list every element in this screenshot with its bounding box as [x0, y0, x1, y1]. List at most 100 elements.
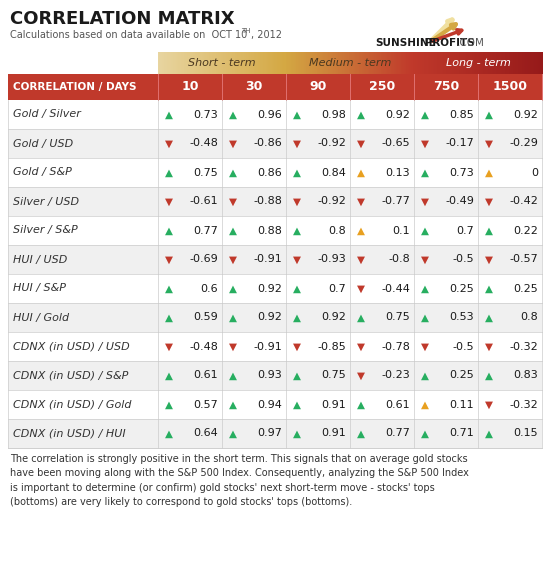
Bar	[249, 52, 251, 74]
Bar	[269, 52, 271, 74]
Text: 0.57: 0.57	[193, 399, 218, 409]
Text: 1500: 1500	[493, 81, 528, 93]
Bar	[284, 52, 287, 74]
Bar	[290, 52, 292, 74]
Bar	[241, 52, 243, 74]
Bar	[180, 52, 181, 74]
Text: ▲: ▲	[357, 226, 365, 236]
Bar	[8, 216, 542, 245]
Bar	[296, 52, 298, 74]
Bar	[376, 52, 378, 74]
Text: ▲: ▲	[293, 283, 301, 293]
Bar	[465, 52, 467, 74]
Bar	[512, 52, 514, 74]
Bar	[317, 52, 319, 74]
Bar	[482, 52, 484, 74]
Text: 0.1: 0.1	[392, 226, 410, 236]
Bar	[318, 52, 320, 74]
Bar	[345, 52, 347, 74]
Text: ▼: ▼	[165, 255, 173, 265]
Text: 0.93: 0.93	[257, 370, 282, 380]
Bar	[377, 52, 379, 74]
Bar	[293, 52, 294, 74]
Bar	[523, 52, 525, 74]
Bar	[200, 52, 202, 74]
Bar	[277, 52, 279, 74]
Bar	[169, 52, 171, 74]
Text: 0.71: 0.71	[449, 429, 474, 439]
Text: 0.92: 0.92	[385, 109, 410, 119]
Bar	[515, 52, 517, 74]
Bar	[477, 52, 479, 74]
Bar	[223, 52, 225, 74]
Text: ▼: ▼	[357, 139, 365, 149]
Bar	[332, 52, 334, 74]
Bar	[320, 52, 323, 74]
Bar	[159, 52, 161, 74]
Bar	[528, 52, 530, 74]
Text: Gold / USD: Gold / USD	[13, 139, 73, 149]
Bar	[474, 52, 476, 74]
Bar	[8, 74, 542, 100]
Bar	[518, 52, 519, 74]
Bar	[236, 52, 238, 74]
Text: ▲: ▲	[229, 399, 237, 409]
Text: -0.49: -0.49	[445, 196, 474, 206]
Text: ▲: ▲	[421, 226, 429, 236]
Text: 90: 90	[310, 81, 326, 93]
Bar	[348, 52, 349, 74]
Bar	[158, 52, 160, 74]
Bar	[361, 52, 364, 74]
Bar	[280, 52, 281, 74]
Text: ▼: ▼	[293, 255, 301, 265]
Bar	[265, 52, 268, 74]
Bar	[501, 52, 503, 74]
Text: ▼: ▼	[165, 196, 173, 206]
Text: ▲: ▲	[421, 370, 429, 380]
Text: 0.77: 0.77	[385, 429, 410, 439]
Bar	[161, 52, 162, 74]
Text: 0.53: 0.53	[450, 312, 474, 322]
Bar	[452, 52, 455, 74]
Text: 0.6: 0.6	[201, 283, 218, 293]
Bar	[302, 52, 305, 74]
Bar	[438, 52, 440, 74]
Bar	[390, 52, 391, 74]
Bar	[263, 52, 265, 74]
Bar	[467, 52, 468, 74]
Text: The correlation is strongly positive in the short term. This signals that on ave: The correlation is strongly positive in …	[10, 454, 469, 507]
Bar	[395, 52, 397, 74]
Text: ▲: ▲	[357, 399, 365, 409]
Bar	[350, 52, 352, 74]
Bar	[408, 52, 409, 74]
Text: 0: 0	[531, 168, 538, 178]
Bar	[278, 52, 280, 74]
Bar	[404, 52, 405, 74]
Bar	[198, 52, 199, 74]
Bar	[459, 52, 461, 74]
Bar	[349, 52, 350, 74]
Text: ▲: ▲	[485, 312, 493, 322]
Bar	[301, 52, 303, 74]
Text: -0.8: -0.8	[388, 255, 410, 265]
Text: ▲: ▲	[421, 283, 429, 293]
Text: 0.83: 0.83	[513, 370, 538, 380]
Bar	[291, 52, 293, 74]
Text: 0.96: 0.96	[257, 109, 282, 119]
Bar	[360, 52, 362, 74]
Text: Silver / S&P: Silver / S&P	[13, 226, 78, 236]
Text: ▼: ▼	[485, 342, 493, 352]
Bar	[424, 52, 426, 74]
Text: -0.86: -0.86	[253, 139, 282, 149]
Text: 0.92: 0.92	[257, 312, 282, 322]
Bar	[489, 52, 492, 74]
Bar	[222, 52, 224, 74]
Bar	[176, 52, 178, 74]
Bar	[253, 52, 255, 74]
Text: ▲: ▲	[485, 226, 493, 236]
Bar	[413, 52, 415, 74]
Text: ▼: ▼	[229, 139, 237, 149]
Bar	[475, 52, 477, 74]
Bar	[353, 52, 354, 74]
Bar	[470, 52, 472, 74]
